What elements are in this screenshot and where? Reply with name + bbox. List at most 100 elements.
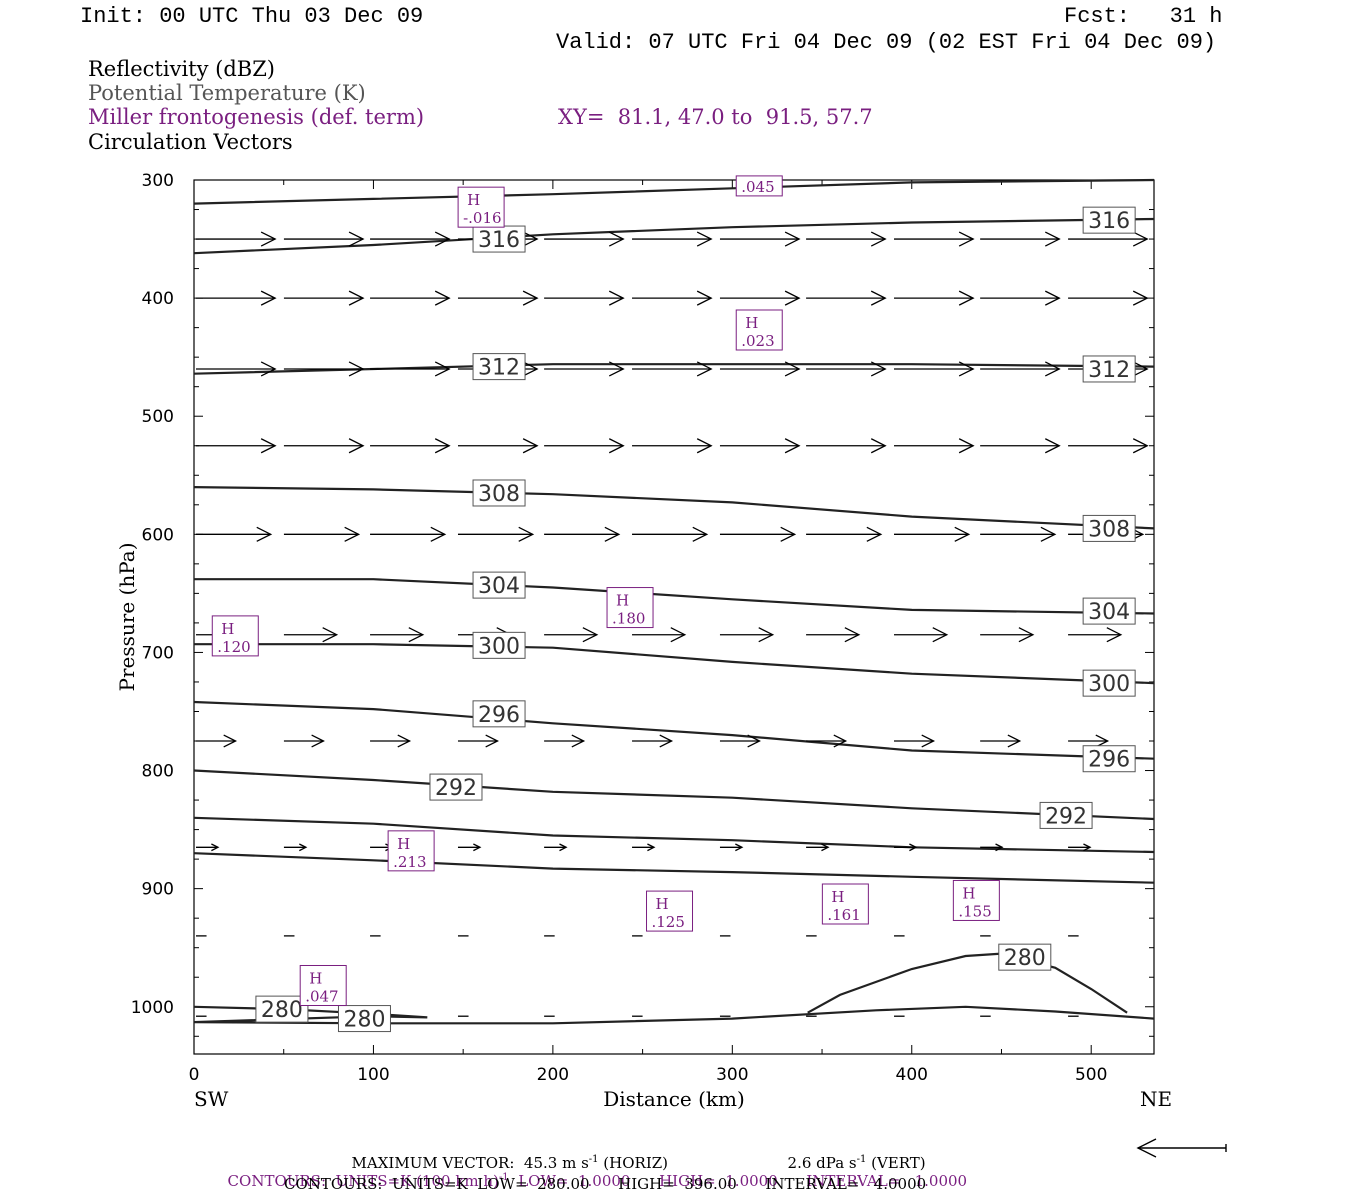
frontogenesis-high-marker: H: [221, 620, 234, 638]
circulation-vector-head: [582, 627, 599, 643]
circulation-vector-head: [434, 361, 451, 377]
frontogenesis-high-marker: H: [831, 888, 844, 906]
circulation-vector-head: [1007, 734, 1022, 748]
frontogenesis-high-value: .213: [393, 853, 426, 871]
frontogenesis-high-value: .120: [217, 638, 250, 656]
circulation-vector-head: [909, 843, 918, 852]
circulation-vector-head: [1132, 231, 1149, 247]
circulation-vector-head: [571, 734, 586, 748]
legend-reflectivity: Reflectivity (dBZ): [88, 57, 276, 81]
circulation-vector-head: [958, 231, 975, 247]
circulation-vector-head: [608, 361, 625, 377]
theta-contour-label: 292: [435, 776, 477, 801]
x-tick-label: 200: [537, 1065, 569, 1085]
theta-contour-label: 300: [1088, 672, 1130, 697]
theta-contour-label-box: [255, 995, 309, 1023]
circulation-vector-head: [473, 843, 482, 852]
circulation-vector-head: [995, 843, 1004, 852]
circulation-vector-head: [434, 438, 451, 454]
vert-vector-line: 2.6 dPa s-1 (VERT): [778, 1140, 926, 1171]
frontogenesis-high-box: [606, 587, 654, 629]
circulation-vector-head: [522, 290, 539, 306]
circulation-vector-head: [430, 526, 447, 542]
frontogenesis-high-marker: H: [656, 895, 669, 913]
circulation-vector-head: [670, 627, 687, 643]
theta-contour-label: 280: [261, 998, 303, 1023]
circulation-vector-head: [260, 438, 277, 454]
circulation-vector-head: [522, 231, 539, 247]
circulation-vector-head: [348, 438, 365, 454]
frontogenesis-high-marker: H: [745, 314, 758, 332]
frontogenesis-high-value: .045: [741, 178, 774, 196]
init-time: Init: 00 UTC Thu 03 Dec 09: [80, 4, 424, 29]
forecast-hour: Fcst: 31 h: [1064, 4, 1223, 29]
x-tick-label: 400: [896, 1065, 928, 1085]
circulation-vector-head: [784, 438, 801, 454]
theta-contour-line: [193, 852, 1155, 884]
theta-contour-line: [193, 178, 1155, 205]
theta-contour-label: 296: [478, 703, 520, 728]
theta-contour-label: 304: [478, 574, 520, 599]
theta-contour-label: 300: [478, 634, 520, 659]
y-tick-label: 600: [142, 525, 174, 545]
vert-vector-sup: -1: [856, 1154, 867, 1165]
circulation-vector-head: [397, 734, 412, 748]
theta-contour-label-box: [1082, 206, 1136, 234]
theta-contour-label-box: [472, 571, 526, 599]
circulation-vector-head: [1132, 361, 1149, 377]
frontogenesis-high-marker: H: [962, 884, 975, 902]
circulation-vector-head: [958, 361, 975, 377]
theta-contour-label: 308: [1088, 517, 1130, 542]
theta-contour-label-box: [472, 700, 526, 728]
plot-frame: [193, 179, 1155, 1055]
circulation-vector-head: [522, 361, 539, 377]
theta-contour-line: [193, 217, 1155, 255]
theta-contour-line: [193, 769, 1155, 821]
circulation-vector-head: [932, 627, 949, 643]
circulation-vector-head: [784, 231, 801, 247]
theta-contour-label-box: [429, 773, 483, 801]
max-vector-horiz: (HORIZ): [598, 1154, 669, 1172]
circulation-vector-head: [348, 231, 365, 247]
circulation-vector-head: [434, 290, 451, 306]
circulation-vector-head: [647, 843, 656, 852]
circulation-vector-head: [780, 526, 797, 542]
theta-contour-label: 304: [1088, 600, 1130, 625]
circulation-vector-head: [608, 290, 625, 306]
circulation-vector-head: [866, 526, 883, 542]
circulation-vector-head: [696, 361, 713, 377]
theta-contour-line: [194, 643, 1155, 685]
circulation-vector-head: [1044, 361, 1061, 377]
frontogenesis-high-value: -.016: [463, 209, 501, 227]
theta-contour-label: 280: [343, 1008, 385, 1033]
circulation-vector-head: [311, 734, 325, 748]
theta-contour-label-box: [1082, 355, 1136, 383]
theta-contour-label-box: [472, 353, 526, 381]
circulation-vector-head: [958, 290, 975, 306]
x-tick-label: 500: [1075, 1065, 1107, 1085]
circulation-vector-head: [260, 231, 277, 247]
frontogenesis-high-box: [821, 883, 869, 925]
circulation-vector-head: [299, 843, 308, 852]
frontogenesis-high-value: .155: [958, 902, 991, 920]
frontogenesis-high-box: [952, 879, 1000, 921]
frontogenesis-high-marker: H: [309, 969, 322, 987]
reference-vector-head: [1136, 1138, 1157, 1158]
frontogenesis-high-box: [387, 830, 435, 872]
circulation-vector-head: [211, 843, 220, 852]
circulation-vector-head: [870, 231, 887, 247]
circulation-vector-head: [659, 734, 674, 748]
circulation-vector-head: [608, 438, 625, 454]
vert-vector-tail: (VERT): [866, 1154, 926, 1172]
circulation-vector-head: [1106, 627, 1123, 643]
frontogenesis-high-value: .023: [741, 332, 774, 350]
theta-contour-label: 316: [1088, 209, 1130, 234]
frontogenesis-high-box: [211, 615, 259, 657]
theta-contour-label-box: [1082, 597, 1136, 625]
circulation-vector-head: [696, 438, 713, 454]
circulation-vector-head: [692, 526, 709, 542]
max-vector-text: MAXIMUM VECTOR: 45.3 m s: [351, 1154, 589, 1172]
theta-contour-line: [193, 816, 1155, 854]
theta-contour-line: [807, 952, 1128, 1014]
contours1-tail: LOW= 1.0000 HIGH= 1.0000 INTERVAL= 1.000…: [508, 1172, 968, 1190]
